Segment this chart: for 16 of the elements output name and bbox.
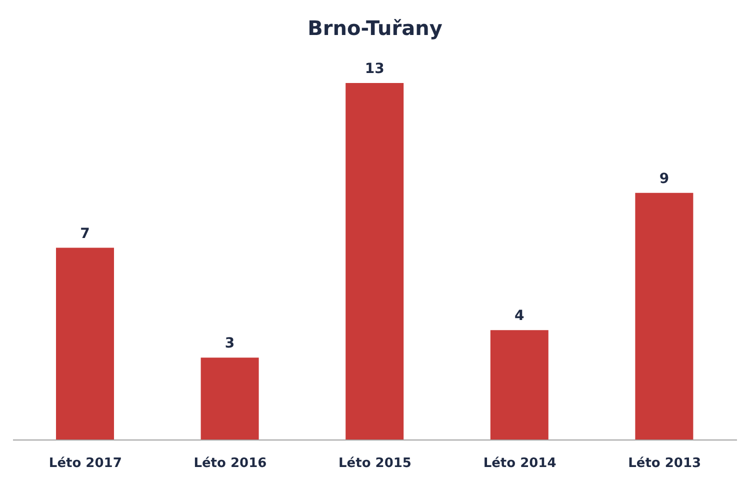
x-tick-label: Léto 2016 xyxy=(194,456,267,472)
x-tick-label: Léto 2015 xyxy=(338,456,412,472)
x-tick-label: Léto 2014 xyxy=(483,456,556,472)
data-label: 4 xyxy=(514,308,525,324)
data-label: 9 xyxy=(659,170,670,187)
data-label: 3 xyxy=(224,336,235,352)
bar xyxy=(635,192,694,440)
bar xyxy=(346,83,404,440)
x-tick-label: Léto 2017 xyxy=(48,456,122,472)
data-label: 7 xyxy=(80,226,90,242)
bar xyxy=(490,330,548,440)
data-label: 13 xyxy=(364,61,384,77)
bar xyxy=(56,248,114,440)
chart-title: Brno-Tuřany xyxy=(306,15,444,42)
x-tick-label: Léto 2013 xyxy=(628,456,702,472)
bar xyxy=(200,358,259,440)
